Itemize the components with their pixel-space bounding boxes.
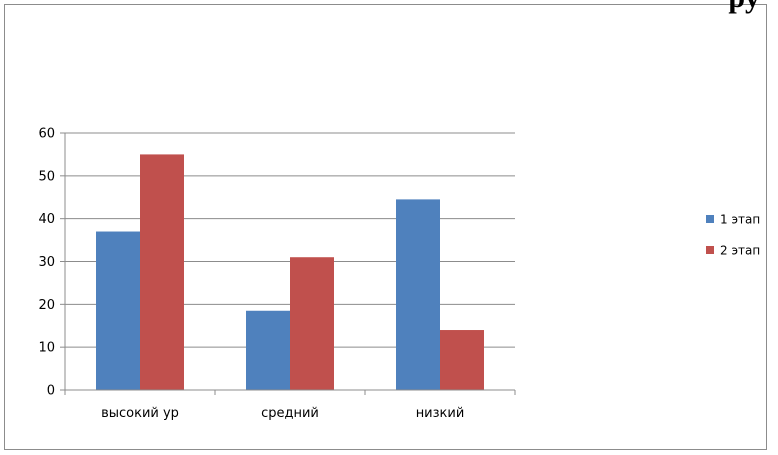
bar-1-2 [246,310,290,390]
tick-labels: 0 10 20 30 40 50 60 высокий ур средний низкий [38,127,464,422]
y-tick-label-0: 0 [47,384,55,399]
legend-label-2: 2 этап [720,244,760,258]
y-tick-label-40: 40 [38,212,55,227]
axes [60,132,516,395]
bar-2-3 [440,330,484,390]
bar-2-1 [140,154,184,390]
bar-2-2 [290,257,334,390]
legend-swatch-1 [706,215,714,223]
y-tick-label-30: 30 [38,255,55,270]
x-tick-label-1: высокий ур [101,406,179,421]
legend-label-1: 1 этап [720,213,760,227]
bar-1-1 [96,231,140,390]
x-tick-label-3: низкий [416,406,465,421]
y-tick-label-20: 20 [38,298,55,313]
y-tick-label-50: 50 [38,169,55,184]
y-tick-label-10: 10 [38,341,55,356]
x-tick-label-2: средний [261,406,319,421]
legend: 1 этап 2 этап [706,213,760,258]
corner-heading-fragment: py [728,0,760,13]
bar-1-3 [396,199,440,390]
bars [96,154,484,390]
y-tick-label-60: 60 [38,127,55,142]
legend-swatch-2 [706,246,714,254]
